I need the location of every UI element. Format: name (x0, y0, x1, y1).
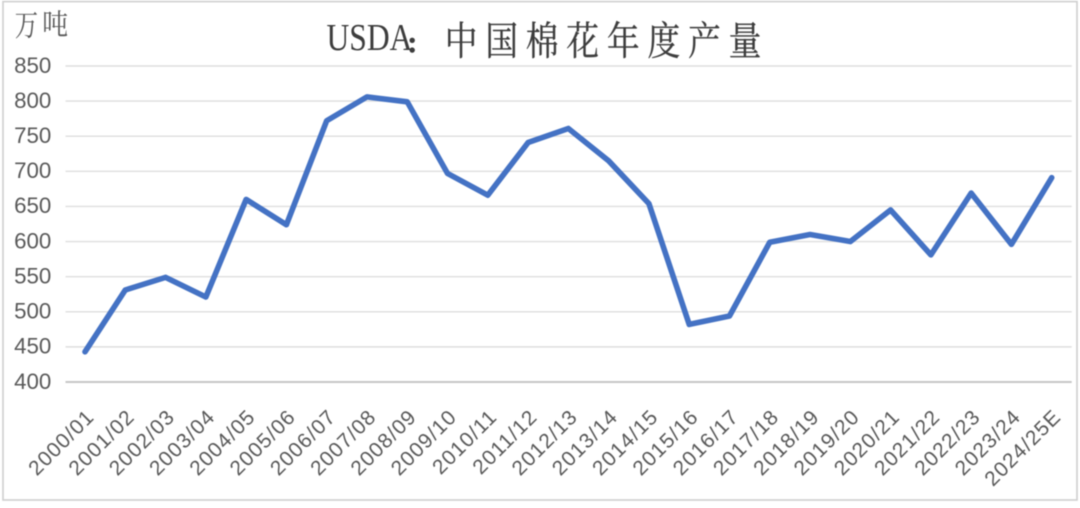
svg-text:500: 500 (14, 299, 51, 324)
svg-text:600: 600 (14, 228, 51, 253)
svg-text:750: 750 (14, 123, 51, 148)
svg-text:800: 800 (14, 88, 51, 113)
svg-text:650: 650 (14, 193, 51, 218)
svg-text:550: 550 (14, 263, 51, 288)
svg-text:400: 400 (14, 369, 51, 394)
svg-text:850: 850 (14, 53, 51, 78)
svg-text:USDA: USDA (327, 17, 413, 59)
svg-text:700: 700 (14, 158, 51, 183)
svg-text:450: 450 (14, 334, 51, 359)
